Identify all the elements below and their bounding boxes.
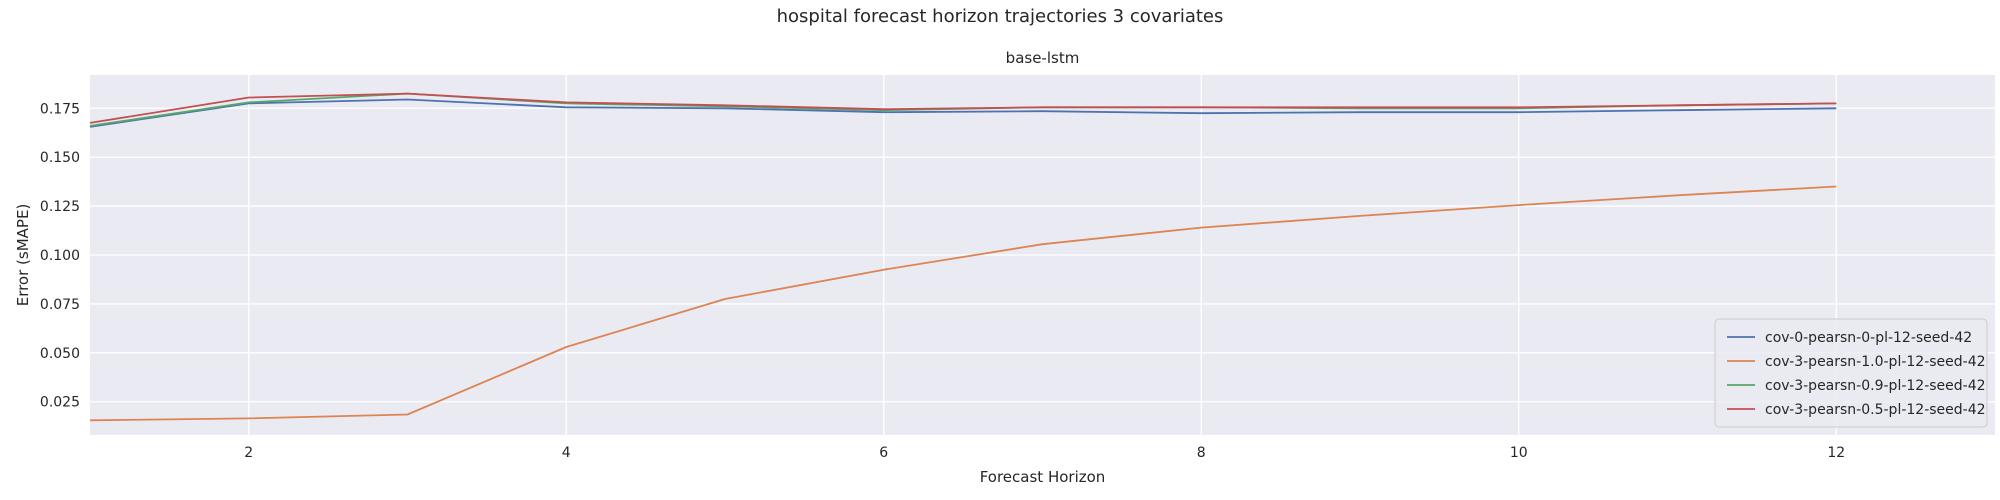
y-tick-label: 0.075 [40, 297, 80, 313]
tick-labels: 2 4 6 8 10 12 0.025 0.050 0.075 0.100 0.125 0.150 0.… [40, 101, 1845, 461]
y-tick-label: 0.175 [40, 101, 80, 117]
legend-label: cov-3-pearsn-0.5-pl-12-seed-42 [1765, 402, 1986, 418]
series-line-1 [89, 98, 1837, 128]
y-tick-label: 0.025 [40, 395, 80, 411]
y-tick-label: 0.125 [40, 199, 80, 215]
y-tick-label: 0.050 [40, 346, 80, 362]
figure-title: hospital forecast horizon trajectories 3… [776, 6, 1224, 27]
subplot-title: base-lstm [1006, 49, 1080, 67]
gridlines [90, 75, 1995, 435]
legend-label: cov-3-pearsn-1.0-pl-12-seed-42 [1765, 354, 1986, 370]
x-tick-label: 6 [879, 445, 888, 461]
legend: cov-0-pearsn-0-pl-12-seed-42 cov-3-pearsn… [1714, 318, 1988, 428]
series-line-2 [89, 185, 1837, 422]
series-lines [89, 92, 1837, 422]
y-tick-label: 0.100 [40, 248, 80, 264]
x-axis-label: Forecast Horizon [980, 468, 1106, 486]
x-tick-label: 2 [244, 445, 253, 461]
legend-box [1714, 318, 1988, 428]
series-line-4 [89, 92, 1837, 124]
x-tick-label: 10 [1510, 445, 1528, 461]
legend-label: cov-3-pearsn-0.9-pl-12-seed-42 [1765, 378, 1986, 394]
y-tick-label: 0.150 [40, 150, 80, 166]
y-axis-label: Error (sMAPE) [14, 204, 32, 307]
x-tick-label: 8 [1197, 445, 1206, 461]
legend-label: cov-0-pearsn-0-pl-12-seed-42 [1765, 330, 1972, 346]
x-tick-label: 4 [562, 445, 571, 461]
x-tick-label: 12 [1827, 445, 1845, 461]
